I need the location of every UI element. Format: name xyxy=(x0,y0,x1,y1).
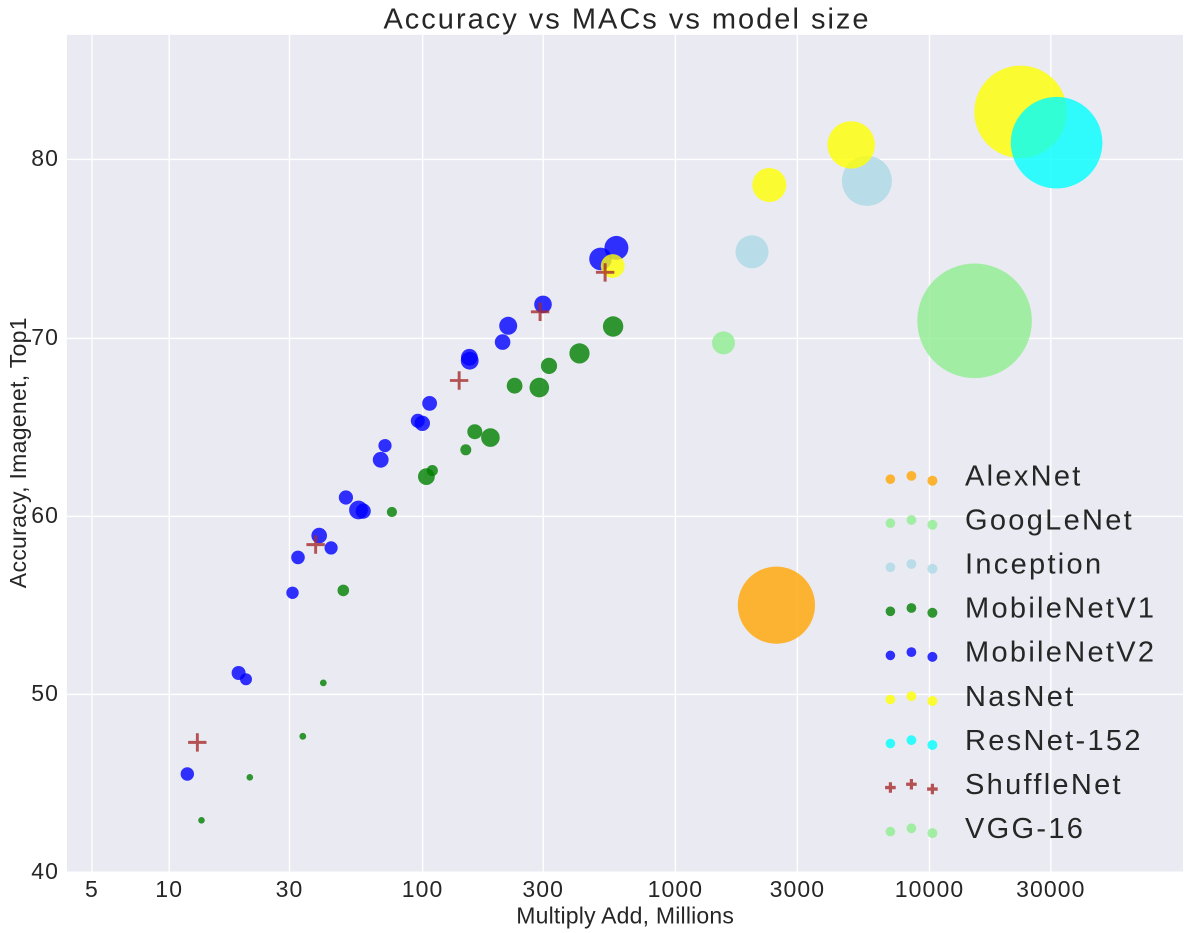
svg-text:300: 300 xyxy=(522,876,564,902)
svg-text:Inception: Inception xyxy=(965,549,1103,581)
svg-text:5: 5 xyxy=(85,876,99,902)
svg-text:AlexNet: AlexNet xyxy=(965,461,1083,493)
svg-text:MobileNetV1: MobileNetV1 xyxy=(965,593,1156,625)
svg-text:10000: 10000 xyxy=(895,876,964,902)
svg-text:80: 80 xyxy=(31,145,59,171)
svg-text:NasNet: NasNet xyxy=(965,681,1076,713)
svg-text:3000: 3000 xyxy=(770,876,826,902)
svg-text:Accuracy, Imagenet, Top1: Accuracy, Imagenet, Top1 xyxy=(5,317,31,588)
svg-text:30: 30 xyxy=(276,876,304,902)
svg-text:ResNet-152: ResNet-152 xyxy=(965,725,1143,757)
svg-text:30000: 30000 xyxy=(1016,876,1085,902)
svg-text:50: 50 xyxy=(31,680,59,706)
svg-text:40: 40 xyxy=(31,858,59,884)
svg-text:Multiply Add, Millions: Multiply Add, Millions xyxy=(516,903,734,929)
svg-text:VGG-16: VGG-16 xyxy=(965,813,1085,845)
svg-text:Accuracy vs MACs vs model size: Accuracy vs MACs vs model size xyxy=(383,4,870,36)
svg-text:ShuffleNet: ShuffleNet xyxy=(965,769,1123,801)
svg-text:60: 60 xyxy=(31,502,59,528)
svg-text:1000: 1000 xyxy=(648,876,704,902)
svg-text:70: 70 xyxy=(31,324,59,350)
svg-text:10: 10 xyxy=(155,876,183,902)
svg-text:MobileNetV2: MobileNetV2 xyxy=(965,637,1156,669)
svg-text:GoogLeNet: GoogLeNet xyxy=(965,505,1134,537)
svg-text:100: 100 xyxy=(402,876,444,902)
